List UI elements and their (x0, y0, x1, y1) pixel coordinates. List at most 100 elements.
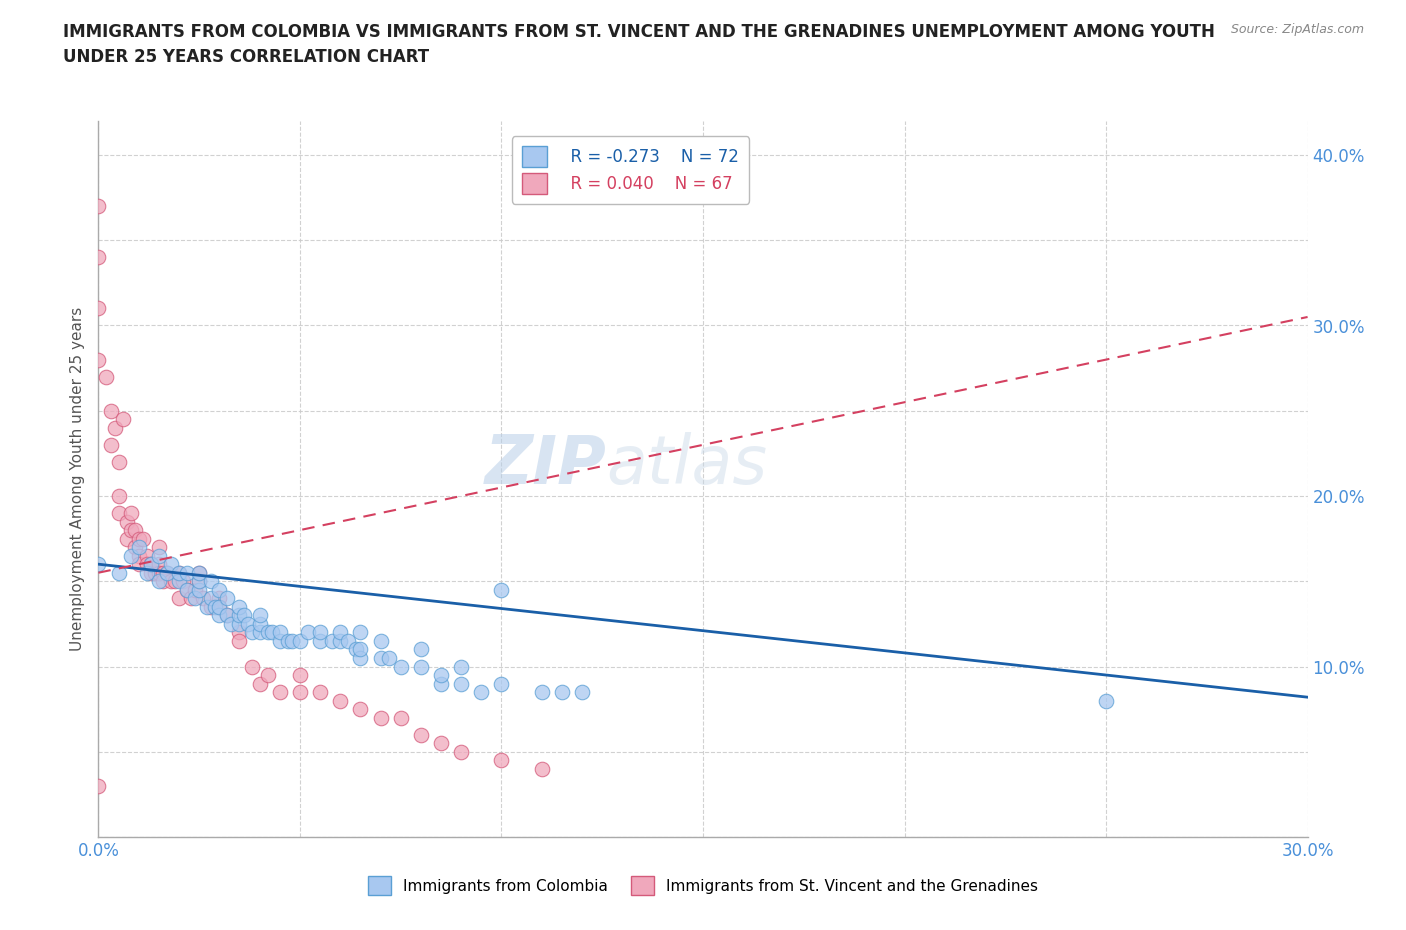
Point (288, 633, 311, 648)
Point (491, 582, 513, 597)
Point (100, 437, 122, 452)
Point (135, 549, 157, 564)
Point (107, 488, 129, 503)
Point (167, 591, 190, 605)
Point (87, 778, 110, 793)
Point (430, 676, 453, 691)
Point (96, 369, 118, 384)
Point (204, 600, 226, 615)
Point (256, 668, 278, 683)
Point (228, 600, 250, 615)
Point (195, 600, 218, 615)
Point (87, 250, 110, 265)
Point (389, 711, 412, 725)
Point (128, 539, 150, 554)
Point (107, 565, 129, 580)
Point (111, 412, 134, 427)
Point (217, 591, 239, 605)
Text: IMMIGRANTS FROM COLOMBIA VS IMMIGRANTS FROM ST. VINCENT AND THE GRENADINES UNEMP: IMMIGRANTS FROM COLOMBIA VS IMMIGRANTS F… (63, 23, 1215, 66)
Point (176, 582, 198, 597)
Point (120, 549, 142, 564)
Point (156, 565, 179, 580)
Point (120, 506, 142, 521)
Point (208, 591, 231, 605)
Point (228, 633, 250, 648)
Point (249, 617, 271, 631)
Point (269, 625, 291, 640)
Point (152, 574, 174, 589)
Point (188, 574, 211, 589)
Point (571, 684, 593, 699)
Point (269, 633, 291, 648)
Point (232, 608, 254, 623)
Point (208, 600, 231, 615)
Point (200, 591, 222, 605)
Point (176, 565, 198, 580)
Point (208, 600, 231, 615)
Point (288, 668, 311, 683)
Point (370, 633, 392, 648)
Point (344, 642, 367, 657)
Point (143, 565, 166, 580)
Point (188, 582, 211, 597)
Point (148, 565, 170, 580)
Point (128, 531, 150, 546)
Point (132, 531, 155, 546)
Legend: Immigrants from Colombia, Immigrants from St. Vincent and the Grenadines: Immigrants from Colombia, Immigrants fro… (361, 870, 1045, 901)
Point (167, 574, 190, 589)
Point (180, 591, 202, 605)
Point (124, 539, 146, 554)
Point (87, 557, 110, 572)
Point (184, 582, 207, 597)
Point (249, 676, 271, 691)
Point (309, 633, 332, 648)
Point (135, 565, 157, 580)
Point (269, 684, 291, 699)
Point (450, 744, 472, 759)
Point (139, 565, 162, 580)
Point (277, 633, 299, 648)
Point (228, 608, 250, 623)
Point (188, 565, 211, 580)
Point (450, 659, 472, 674)
Point (87, 352, 110, 367)
Point (491, 676, 513, 691)
Point (87, 301, 110, 316)
Point (228, 625, 250, 640)
Point (160, 557, 183, 572)
Point (139, 557, 162, 572)
Point (329, 693, 352, 708)
Point (167, 565, 190, 580)
Point (430, 668, 453, 683)
Y-axis label: Unemployment Among Youth under 25 years: Unemployment Among Youth under 25 years (69, 307, 84, 651)
Point (389, 659, 412, 674)
Point (107, 506, 129, 521)
Point (200, 600, 222, 615)
Point (288, 684, 311, 699)
Point (135, 557, 157, 572)
Point (87, 199, 110, 214)
Point (128, 557, 150, 572)
Point (349, 651, 371, 666)
Point (329, 625, 352, 640)
Point (124, 523, 146, 538)
Point (329, 633, 352, 648)
Point (409, 659, 432, 674)
Point (156, 565, 179, 580)
Point (260, 625, 283, 640)
Point (409, 642, 432, 657)
Point (349, 642, 371, 657)
Point (184, 591, 207, 605)
Point (530, 762, 553, 777)
Point (167, 565, 190, 580)
Text: ZIP: ZIP (485, 432, 606, 498)
Point (208, 608, 231, 623)
Point (309, 625, 332, 640)
Point (217, 608, 239, 623)
Point (370, 711, 392, 725)
Point (188, 574, 211, 589)
Point (228, 617, 250, 631)
Point (240, 659, 263, 674)
Point (221, 617, 243, 631)
Point (120, 523, 142, 538)
